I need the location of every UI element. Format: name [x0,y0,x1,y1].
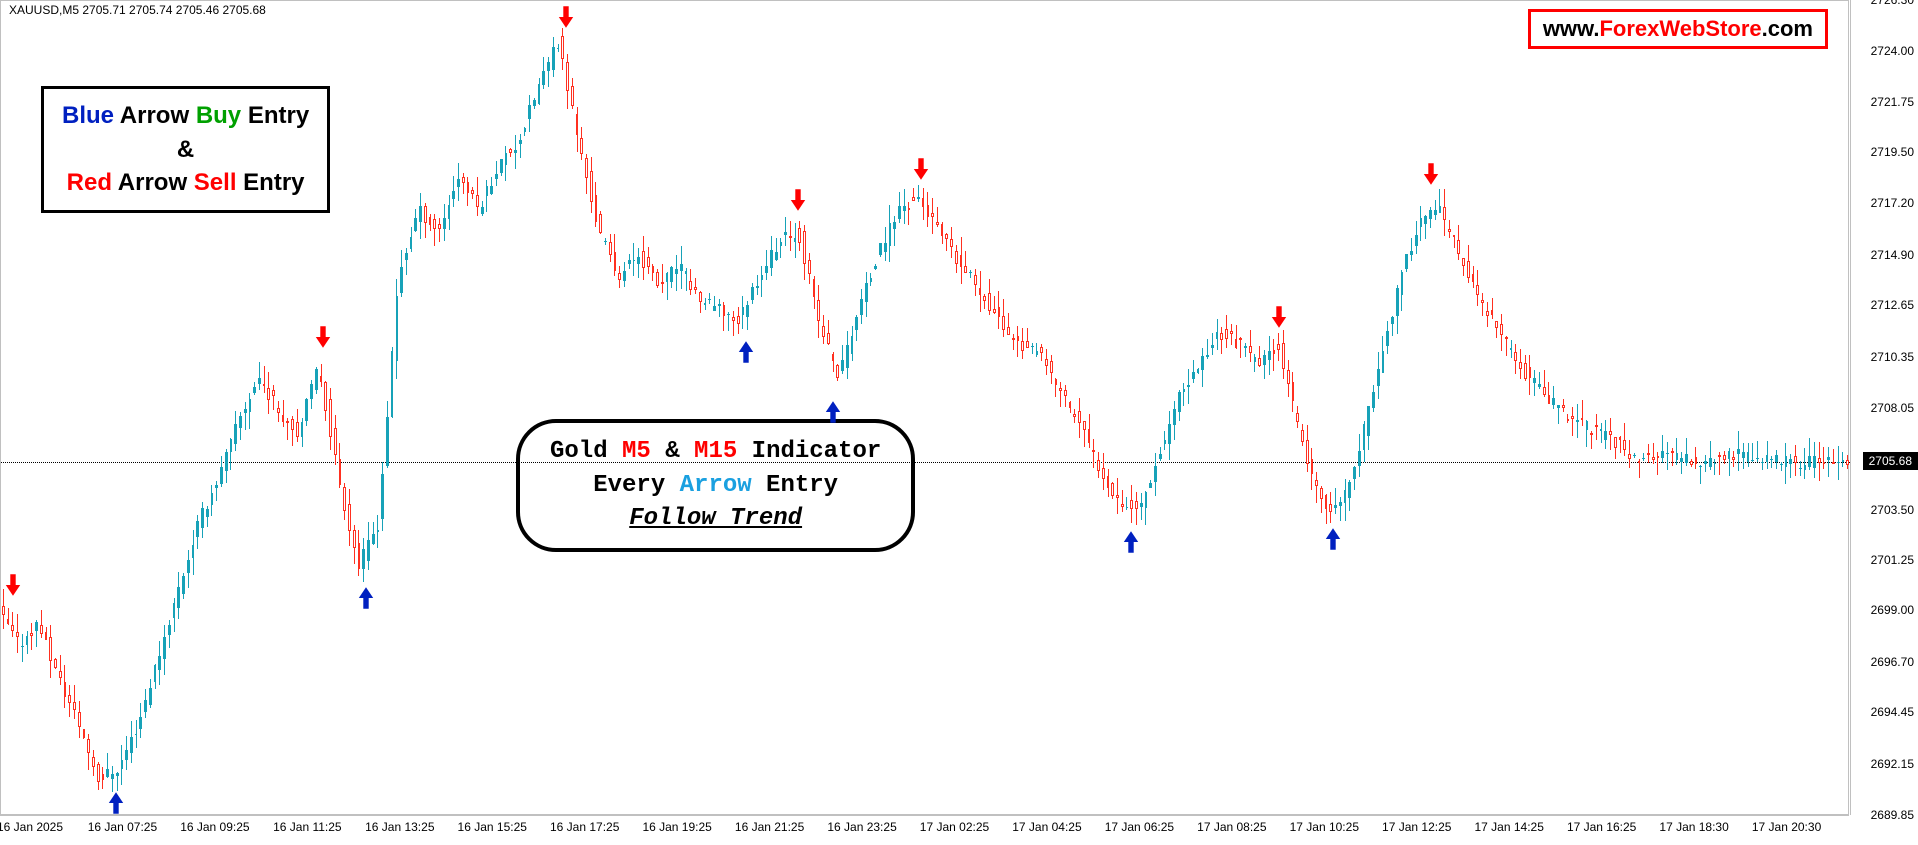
x-tick: 16 Jan 11:25 [273,820,342,834]
sell-arrow-icon [1422,163,1440,185]
x-tick: 17 Jan 14:25 [1474,820,1543,834]
x-tick: 17 Jan 04:25 [1012,820,1081,834]
x-tick: 16 Jan 23:25 [827,820,896,834]
y-price-current: 2705.68 [1863,452,1918,470]
sell-arrow-icon [4,574,22,596]
y-tick: 2724.00 [1871,44,1914,58]
x-tick: 16 Jan 2025 [0,820,63,834]
buy-arrow-icon [824,401,842,423]
sell-arrow-icon [557,6,575,28]
y-tick: 2696.70 [1871,655,1914,669]
y-tick: 2712.65 [1871,298,1914,312]
x-tick: 16 Jan 21:25 [735,820,804,834]
x-tick: 17 Jan 12:25 [1382,820,1451,834]
y-tick: 2717.20 [1871,196,1914,210]
buy-arrow-icon [737,341,755,363]
x-tick: 16 Jan 09:25 [180,820,249,834]
y-tick: 2719.50 [1871,145,1914,159]
y-tick: 2703.50 [1871,503,1914,517]
description-box: Gold M5 & M15 Indicator Every Arrow Entr… [516,419,915,552]
buy-arrow-icon [357,587,375,609]
x-tick: 17 Jan 02:25 [920,820,989,834]
y-axis: 2726.30 2724.00 2721.75 2719.50 2717.20 2714.… [1850,0,1918,815]
y-tick: 2721.75 [1871,95,1914,109]
sell-arrow-icon [912,158,930,180]
legend-box: Blue Arrow Buy Entry & Red Arrow Sell En… [41,86,330,213]
x-tick: 16 Jan 19:25 [642,820,711,834]
sell-arrow-icon [789,189,807,211]
y-tick: 2726.30 [1871,0,1914,7]
x-tick: 16 Jan 13:25 [365,820,434,834]
buy-arrow-icon [1324,528,1342,550]
sell-arrow-icon [314,326,332,348]
x-tick: 16 Jan 07:25 [88,820,157,834]
x-tick: 17 Jan 16:25 [1567,820,1636,834]
x-tick: 17 Jan 10:25 [1290,820,1359,834]
y-tick: 2692.15 [1871,757,1914,771]
sell-arrow-icon [1270,306,1288,328]
y-tick: 2710.35 [1871,350,1914,364]
watermark-banner: www.ForexWebStore.com [1528,9,1828,49]
buy-arrow-icon [1122,531,1140,553]
x-tick: 17 Jan 06:25 [1105,820,1174,834]
y-tick: 2689.85 [1871,808,1914,822]
chart-area[interactable]: XAUUSD,M5 2705.71 2705.74 2705.46 2705.6… [0,0,1849,815]
x-tick: 17 Jan 20:30 [1752,820,1821,834]
y-tick: 2694.45 [1871,705,1914,719]
x-axis: 16 Jan 2025 16 Jan 07:25 16 Jan 09:25 16 Ja… [0,815,1849,845]
x-tick: 16 Jan 17:25 [550,820,619,834]
x-tick: 17 Jan 18:30 [1659,820,1728,834]
y-tick: 2708.05 [1871,401,1914,415]
x-tick: 17 Jan 08:25 [1197,820,1266,834]
x-tick: 16 Jan 15:25 [458,820,527,834]
buy-arrow-icon [107,792,125,814]
current-price-line [1,462,1850,463]
y-tick: 2701.25 [1871,553,1914,567]
y-tick: 2714.90 [1871,248,1914,262]
ticker-label: XAUUSD,M5 2705.71 2705.74 2705.46 2705.6… [9,3,266,17]
y-tick: 2699.00 [1871,603,1914,617]
